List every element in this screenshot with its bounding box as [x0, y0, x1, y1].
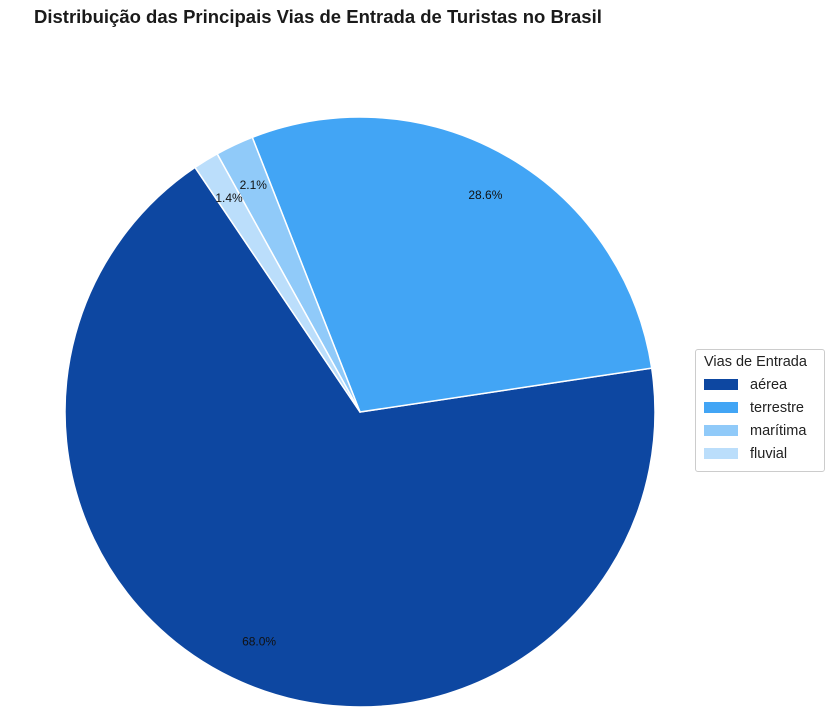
pie-value-label: 28.6% [468, 188, 502, 202]
legend-entry: marítima [704, 419, 816, 442]
legend-entries: aérea terrestre marítima fluvial [704, 373, 816, 465]
pie-slice-terrestre [251, 116, 653, 413]
legend-swatch [704, 425, 738, 436]
legend-title: Vias de Entrada [704, 354, 807, 370]
chart-title: Distribuição das Principais Vias de Entr… [34, 6, 602, 27]
pie-slices [64, 116, 656, 708]
legend-label: fluvial [750, 445, 788, 462]
pie-value-label: 2.1% [240, 178, 268, 192]
pie-slice-fluvial [194, 153, 361, 413]
legend-entry: terrestre [704, 396, 816, 419]
legend-swatch [704, 402, 738, 413]
legend-swatch [704, 379, 738, 390]
pie-value-labels: 68.0% 28.6% 2.1%1.4% [215, 178, 502, 648]
legend-label: aérea [750, 376, 788, 393]
legend-label: terrestre [750, 399, 804, 416]
pie-slice-aérea [64, 166, 656, 708]
legend-entry: aérea [704, 373, 816, 396]
legend: Vias de Entrada aérea terrestre marítima fl… [695, 349, 825, 472]
legend-label: marítima [750, 422, 807, 439]
legend-swatch [704, 448, 738, 459]
pie-value-label: 1.4% [215, 191, 243, 205]
pie-value-label: 68.0% [242, 635, 276, 649]
legend-entry: fluvial [704, 442, 816, 465]
